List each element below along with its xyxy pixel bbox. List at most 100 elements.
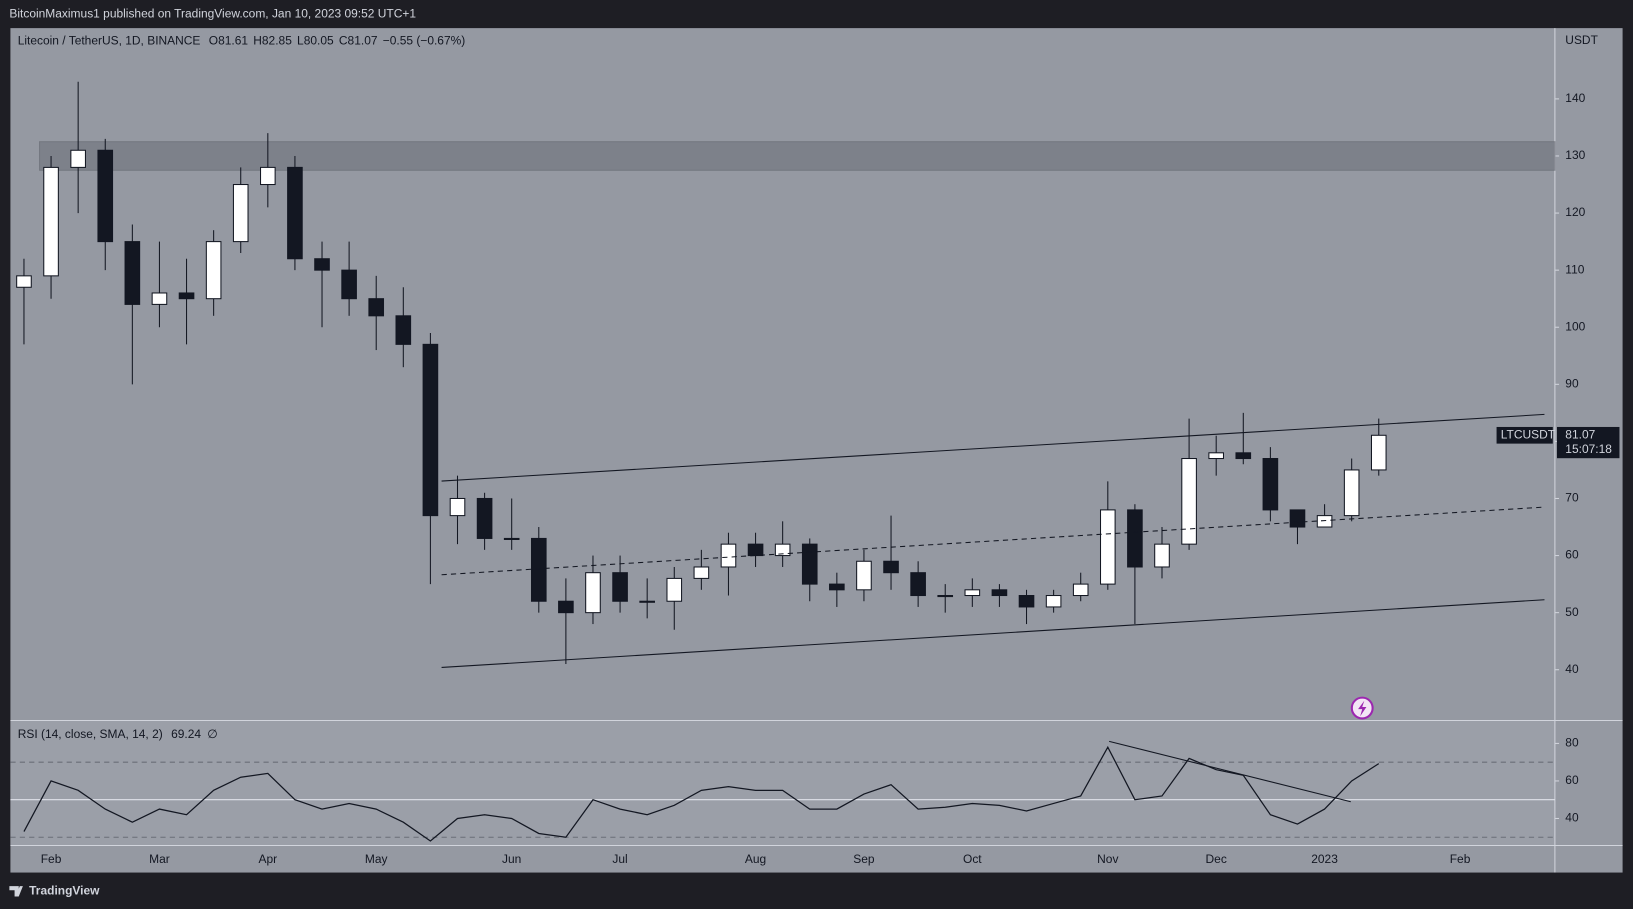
candle-body — [693, 566, 710, 579]
candle-body — [720, 543, 737, 568]
candle-body — [666, 577, 683, 602]
rsi-trendline — [1109, 740, 1351, 803]
candle-body — [883, 560, 899, 574]
candle-body — [910, 572, 926, 597]
x-tick-label: Feb — [1450, 852, 1471, 866]
candle-body — [801, 543, 818, 585]
y-tick-label: 100 — [1565, 319, 1585, 333]
candle-body — [395, 315, 412, 345]
candle-body — [747, 543, 764, 557]
candle-body — [503, 537, 520, 541]
rsi-legend: RSI (14, close, SMA, 14, 2) 69.24 ∅ — [18, 727, 218, 741]
countdown: 15:07:18 — [1565, 442, 1612, 456]
alert-icon-bolt — [1358, 700, 1367, 717]
candle-body — [639, 600, 655, 603]
y-tick-label: 40 — [1565, 662, 1579, 676]
y-tick-label: 70 — [1565, 491, 1579, 505]
legend-key: L — [297, 34, 304, 48]
candle-body — [16, 275, 32, 288]
trendline — [441, 599, 1545, 668]
x-tick-label: Aug — [745, 852, 766, 866]
x-tick-label: 2023 — [1311, 852, 1338, 866]
y-tick-label: 140 — [1565, 91, 1585, 105]
brand: TradingView — [29, 883, 100, 897]
candle-body — [530, 537, 547, 602]
candle-body — [1370, 434, 1387, 471]
candle-body — [585, 572, 601, 614]
x-tick-label: Apr — [259, 852, 278, 866]
rsi-panel — [10, 720, 1555, 846]
symbol-label: LTCUSDT — [1501, 427, 1556, 441]
rsi-last-value: 69.24 — [171, 727, 201, 741]
legend-key: O — [209, 34, 218, 48]
legend-value: 81.61 — [218, 34, 248, 48]
candle-body — [937, 595, 954, 598]
candle-body — [1018, 595, 1035, 608]
trendline — [441, 413, 1545, 482]
y-tick-label: 60 — [1565, 773, 1579, 787]
candle-body — [1262, 458, 1279, 511]
candle-body — [1289, 509, 1306, 528]
symbol-label-box — [1496, 426, 1553, 444]
candle-body — [341, 269, 357, 300]
last-price: 81.07 — [1565, 427, 1595, 441]
y-tick-label: 110 — [1565, 262, 1584, 276]
x-tick-label: Dec — [1206, 852, 1227, 866]
y-tick-label: 50 — [1565, 605, 1579, 619]
brand-logo — [9, 886, 23, 897]
candle-body — [1099, 509, 1116, 585]
candle-body — [774, 543, 791, 557]
channel-midline — [441, 506, 1545, 576]
candle-body — [1154, 543, 1170, 568]
candle-body — [964, 589, 981, 597]
candle-body — [1045, 595, 1062, 608]
currency-label: USDT — [1565, 33, 1598, 47]
y-tick-label: 60 — [1565, 548, 1579, 562]
candle-body — [178, 292, 195, 300]
candle-body — [314, 258, 330, 271]
chart-legend: Litecoin / TetherUS, 1D, BINANCE O81.61 H 8… — [18, 34, 466, 48]
candle-body — [991, 589, 1008, 597]
x-tick-label: Sep — [853, 852, 875, 866]
candle-body — [612, 572, 628, 602]
candle-body — [1316, 515, 1333, 528]
candle-body — [287, 166, 303, 260]
candle-body — [368, 298, 385, 317]
candle-body — [422, 343, 439, 517]
candle-body — [151, 292, 168, 305]
rsi-flag: ∅ — [207, 727, 217, 741]
chart-title: Litecoin / TetherUS, 1D, BINANCE — [18, 34, 201, 48]
candle-body — [1181, 458, 1197, 545]
candle-body — [829, 583, 845, 591]
candle-body — [43, 166, 59, 277]
candle-body — [1072, 583, 1089, 597]
x-tick-label: Jun — [502, 852, 521, 866]
candle-body — [1343, 469, 1360, 517]
candle-body — [558, 600, 574, 614]
candle-body — [1208, 452, 1225, 460]
candle-body — [856, 560, 872, 591]
x-tick-label: Jul — [612, 852, 627, 866]
rsi-line — [23, 745, 1380, 842]
y-tick-label: 90 — [1565, 376, 1579, 390]
y-tick-label: 80 — [1565, 736, 1579, 750]
candle-body — [260, 166, 276, 186]
publisher: BitcoinMaximus1 published on TradingView… — [9, 7, 416, 21]
candle-body — [232, 184, 249, 243]
legend-value: 81.07 — [348, 34, 378, 48]
x-tick-label: Nov — [1097, 852, 1118, 866]
resistance-zone — [39, 141, 1556, 171]
y-tick-label: 120 — [1565, 205, 1585, 219]
candle-body — [70, 149, 86, 168]
candle-body — [476, 497, 493, 539]
candle-body — [124, 241, 141, 305]
candle-body — [1127, 509, 1143, 568]
last-price-box — [1556, 426, 1620, 459]
legend-value: 80.05 — [304, 34, 334, 48]
legend-key: C — [339, 34, 348, 48]
x-tick-label: May — [365, 852, 388, 866]
legend-key: H — [253, 34, 262, 48]
legend-change: −0.55 (−0.67%) — [383, 34, 466, 48]
candle-body — [449, 497, 466, 517]
